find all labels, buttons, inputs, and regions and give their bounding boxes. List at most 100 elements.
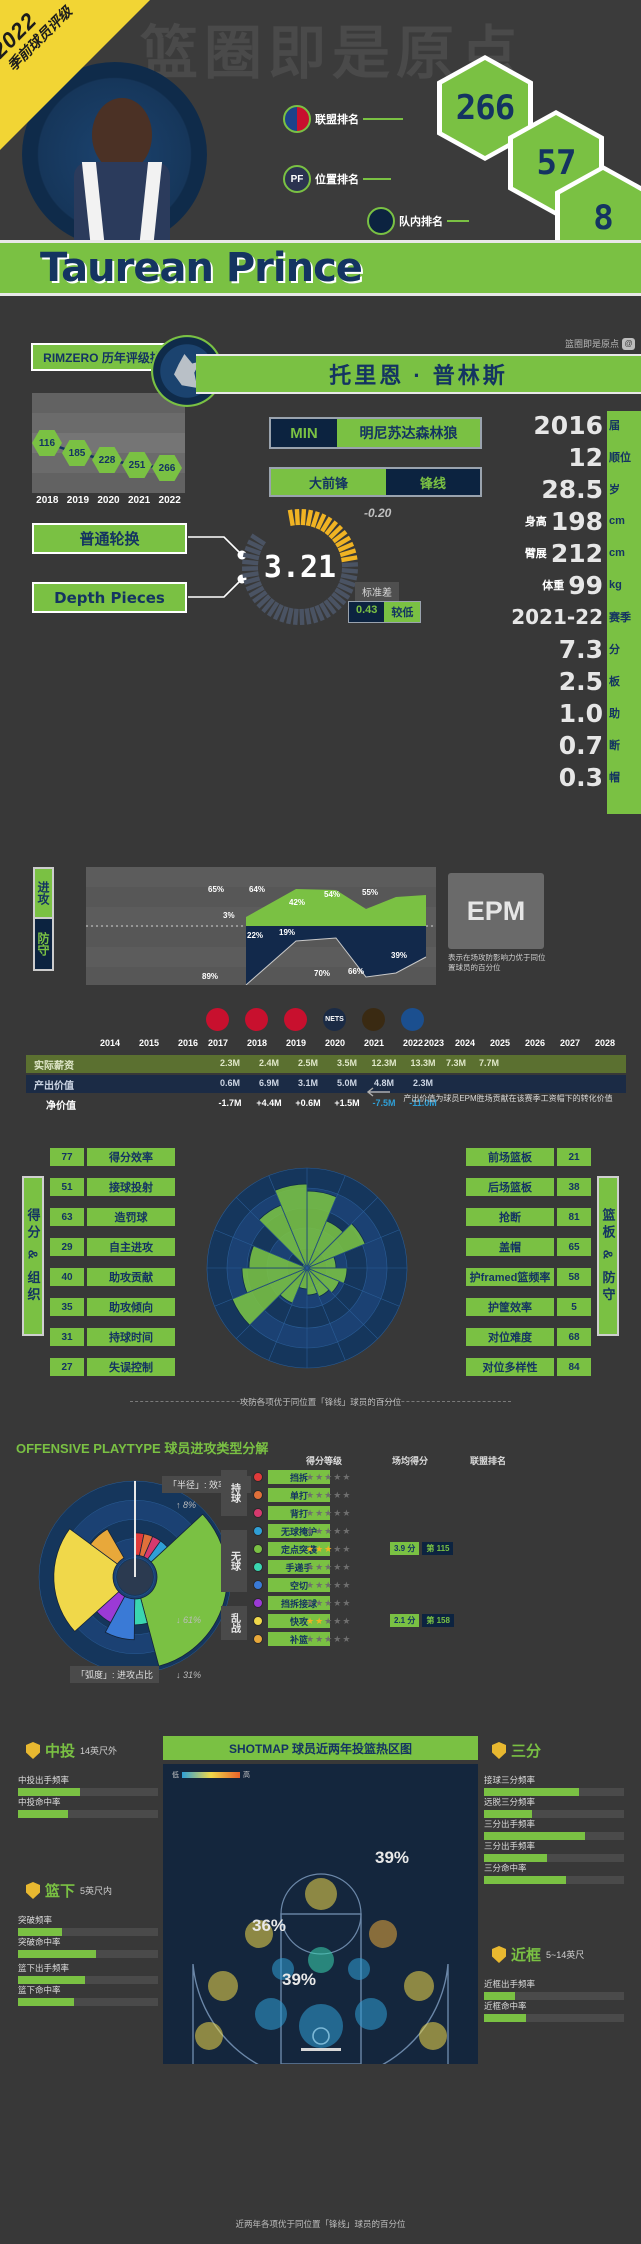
bar-midrange-freq: 中投出手频率 <box>18 1774 158 1796</box>
salary-cell: 3.5M <box>336 1058 357 1068</box>
skill-pct: 27 <box>50 1358 84 1376</box>
defense-tab: 防守 <box>33 919 54 971</box>
bar-track <box>484 1788 624 1796</box>
sd-box: 0.43 较低 <box>348 601 422 623</box>
skill-row-left: 40 助攻贡献 <box>50 1268 178 1286</box>
od-label-off: 54% <box>324 890 341 899</box>
stat-row: 身高 198 cm <box>501 505 641 537</box>
panel-title-text: 近框 <box>511 1947 542 1964</box>
skill-pct: 35 <box>50 1298 84 1316</box>
od-plot: 65% 64% 42% 54% 55% 3% 89% 22% 19% 70% 6… <box>86 867 436 986</box>
bar-rim-freq: 篮下出手频率 <box>18 1962 158 1984</box>
net-cell: -11.0M <box>409 1098 437 1108</box>
skill-name: 盖帽 <box>466 1238 554 1256</box>
year-tick: 2015 <box>139 1038 160 1048</box>
bar-three-5: 三分命中率 <box>484 1862 624 1884</box>
bar-near-pct: 近框命中率 <box>484 2000 624 2022</box>
year-tick: 2024 <box>455 1038 476 1048</box>
bar-track <box>484 2014 624 2022</box>
zone-pct-rim: 39% <box>282 1970 317 1989</box>
sd-label: 标准差 <box>355 582 399 601</box>
position-row: 大前锋 锋线 <box>269 467 482 497</box>
rimzero-point-2018: 116 <box>32 430 62 456</box>
skill-pct: 21 <box>557 1148 591 1166</box>
skill-row-right: 对位多样性 84 <box>463 1358 591 1376</box>
skill-row-left: 63 造罚球 <box>50 1208 178 1226</box>
stat-unit: 岁 <box>609 484 620 496</box>
shield-icon <box>492 1946 506 1963</box>
bar-drive-freq: 突破频率 <box>18 1914 158 1936</box>
playtype-star-rating: ★★★★★ <box>306 1472 352 1482</box>
skill-row-right: 护framed篮频率 58 <box>463 1268 591 1286</box>
year-tick: 2025 <box>490 1038 511 1048</box>
row-label: 产出价值 <box>34 1081 74 1092</box>
value-cell: 3.1M <box>297 1078 318 1088</box>
year-tick: 2027 <box>560 1038 581 1048</box>
od-label-def: 19% <box>279 928 296 937</box>
bar-fill <box>484 1992 515 2000</box>
bar-label: 篮下出手频率 <box>18 1963 70 1973</box>
skills-footnote: 攻防各项优于同位置「锋线」球员的百分位 <box>239 1397 402 1407</box>
salary-cell: 2.3M <box>219 1058 240 1068</box>
bar-fill <box>484 1854 547 1862</box>
skill-name: 后场篮板 <box>466 1178 554 1196</box>
bar-track <box>18 1976 158 1984</box>
panel-title-three: 三分 <box>492 1740 541 1761</box>
bar-fill <box>484 1788 579 1796</box>
year-tick: 2021 <box>364 1038 385 1048</box>
rimzero-point-2022: 266 <box>152 455 182 481</box>
stat-row: 1.0 助 <box>501 697 641 729</box>
skill-pct: 29 <box>50 1238 84 1256</box>
bar-track <box>484 1992 624 2000</box>
bar-fill <box>484 1810 532 1818</box>
team-badge-icon <box>367 207 395 235</box>
skill-pct: 68 <box>557 1328 591 1346</box>
playtype-item: 定点突袭 <box>253 1542 330 1556</box>
player-name-cn: 托里恩 · 普林斯 <box>329 363 508 388</box>
panel-subtitle: 5英尺内 <box>80 1886 113 1896</box>
stat-row: 0.3 帽 <box>501 761 641 793</box>
skill-name: 前场篮板 <box>466 1148 554 1166</box>
playtype-star-rating: ★★★★★ <box>306 1616 352 1626</box>
skill-name: 护framed篮频率 <box>466 1268 554 1286</box>
playtype-star-rating: ★★★★★ <box>306 1544 352 1554</box>
playtype-rank: 第 115 <box>422 1542 454 1555</box>
playtype-header-score: 场均得分 <box>392 1456 429 1466</box>
bar-fill <box>18 1928 62 1936</box>
color-dot <box>253 1580 263 1590</box>
year-tick: 2017 <box>208 1038 229 1048</box>
skills-right-group: 篮板 & 防守 <box>597 1176 619 1336</box>
playtype-arc-label: 「弧度」: 进攻占比 <box>70 1666 160 1683</box>
skill-radar-chart <box>195 1156 420 1381</box>
playtype-score: 2.1 分 <box>390 1614 420 1627</box>
hex-position-value: 57 <box>536 143 577 183</box>
skill-row-left: 31 持球时间 <box>50 1328 178 1346</box>
salary-cell: 2.4M <box>258 1058 279 1068</box>
skill-pct: 40 <box>50 1268 84 1286</box>
playtype-item: 挡拆接球 <box>253 1596 330 1610</box>
value-cell: 2.3M <box>412 1078 433 1088</box>
bar-track <box>18 1810 158 1818</box>
skill-name: 助攻贡献 <box>87 1268 175 1286</box>
skill-pct: 77 <box>50 1148 84 1166</box>
bar-three-1: 接球三分频率 <box>484 1774 624 1796</box>
stat-unit: 板 <box>609 676 620 688</box>
od-label-off: 65% <box>208 885 225 894</box>
skill-row-right: 护筐效率 5 <box>463 1298 591 1316</box>
bar-label: 三分命中率 <box>484 1863 527 1873</box>
bar-label: 远脱三分频率 <box>484 1797 536 1807</box>
skill-name: 造罚球 <box>87 1208 175 1226</box>
od-label-off: 64% <box>249 885 266 894</box>
rank-row-position: PF 位置排名 <box>283 165 391 193</box>
shotmap-footnote: 近两年各项优于同位置「锋线」球员的百分位 <box>235 2219 406 2229</box>
bar-rim-pct: 篮下命中率 <box>18 1984 158 2006</box>
stat-unit: 届 <box>609 420 620 432</box>
salary-note: 产出价值为球员EPM胜场贡献在该赛季工资帽下的转化价值 <box>403 1094 613 1103</box>
playtype-star-rating: ★★★★★ <box>306 1526 352 1536</box>
skill-row-right: 后场篮板 38 <box>463 1178 591 1196</box>
position-group: 锋线 <box>386 469 480 495</box>
row-label: 实际薪资 <box>34 1061 74 1072</box>
salary-row-net: 净价值 -1.7M +4.4M +0.6M +1.5M -7.5M -11.0M <box>26 1095 626 1113</box>
bar-track <box>484 1876 624 1884</box>
skill-name: 对位多样性 <box>466 1358 554 1376</box>
